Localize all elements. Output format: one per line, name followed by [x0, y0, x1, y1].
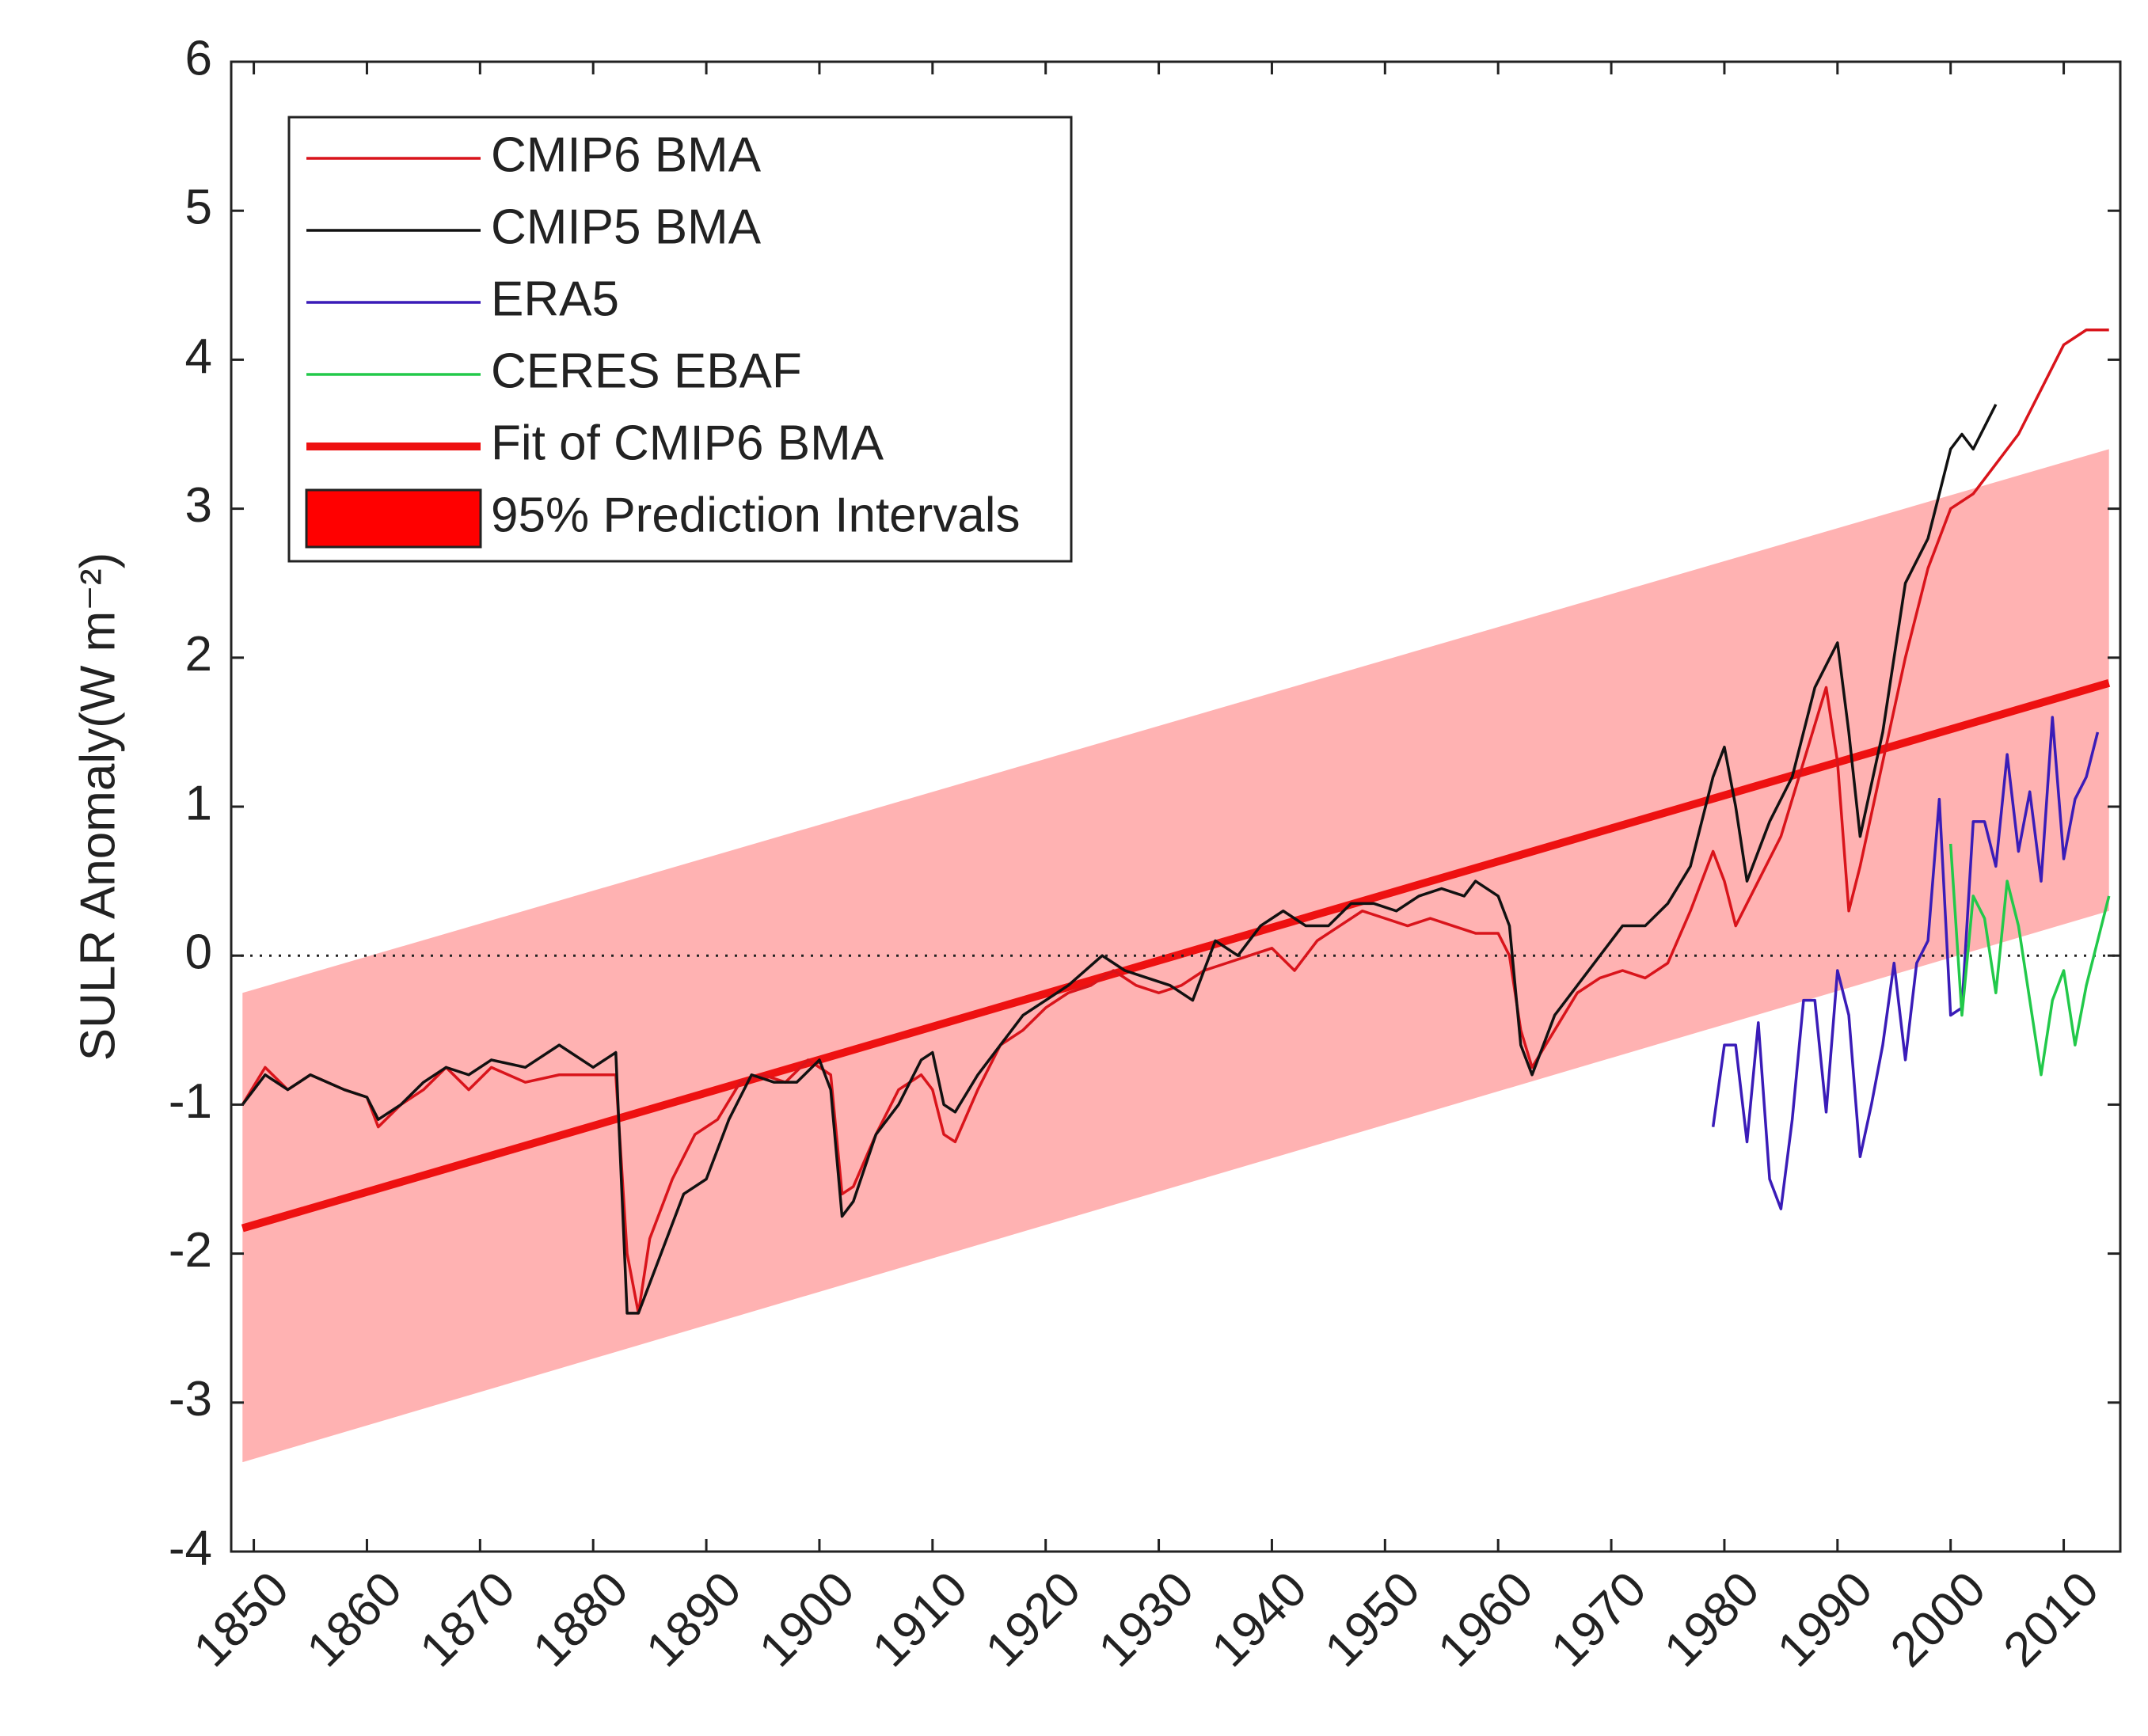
y-tick-label: 2 [185, 627, 212, 682]
series-line [241, 404, 1998, 1315]
series-line [1711, 716, 2100, 1210]
y-tick-label: 6 [185, 31, 212, 85]
legend-label: CERES EBAF [491, 344, 802, 398]
legend-label: Fit of CMIP6 BMA [491, 416, 884, 470]
y-axis-label: SULR Anomaly(W m⁻²) [70, 553, 125, 1061]
plot-area [231, 329, 2120, 1463]
y-tick-label: 3 [185, 478, 212, 533]
legend-label: ERA5 [491, 272, 619, 326]
legend-swatch [305, 488, 482, 549]
y-tick-label: -3 [169, 1372, 212, 1426]
y-tick-label: -4 [169, 1521, 212, 1575]
legend-label: 95% Prediction Intervals [491, 488, 1021, 542]
y-tick-label: 0 [185, 925, 212, 980]
legend-label: CMIP5 BMA [491, 199, 762, 254]
y-tick-label: -1 [169, 1074, 212, 1129]
series-line [1948, 843, 2111, 1077]
y-tick-label: 4 [185, 329, 212, 384]
series-line [241, 329, 2109, 1315]
legend-label: CMIP6 BMA [491, 127, 762, 182]
legend-box [287, 116, 1073, 563]
y-tick-label: 1 [185, 776, 212, 830]
y-tick-label: -2 [169, 1223, 212, 1278]
fit-line [241, 678, 2111, 1233]
y-tick-label: 5 [185, 180, 212, 235]
